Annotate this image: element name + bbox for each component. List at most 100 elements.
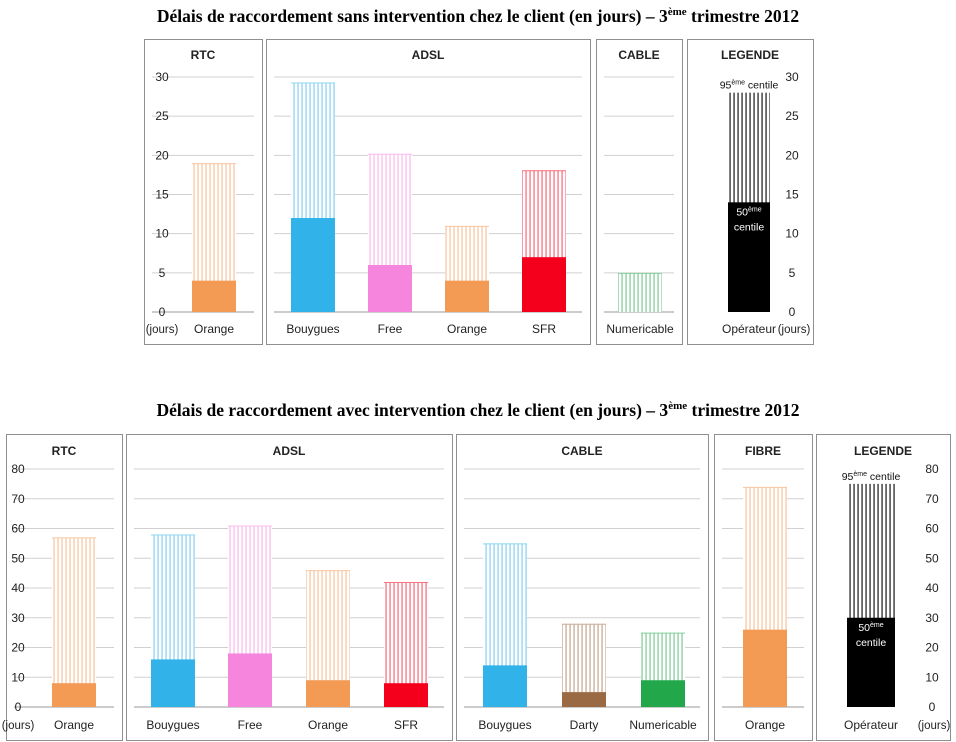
- legend-p95-label: 95ème centile: [842, 471, 901, 483]
- legend-p50-label: 50ème: [858, 622, 883, 634]
- y-tick-left: 70: [11, 492, 25, 506]
- y-tick-right: 60: [925, 522, 939, 536]
- legend-p50-sup: ème: [870, 622, 884, 629]
- y-tick-right: 20: [925, 641, 939, 655]
- chart-title-1: Délais de raccordement sans intervention…: [0, 6, 956, 27]
- chart-title-2: Délais de raccordement avec intervention…: [0, 400, 956, 421]
- y-tick-left: 30: [11, 611, 25, 625]
- legend-bar-p50: [728, 202, 770, 312]
- bar-p50-rtc-orange: [192, 280, 236, 312]
- panel-title-rtc: RTC: [191, 48, 216, 62]
- x-label-fibre-orange: Orange: [745, 718, 785, 732]
- bar-p50-cable-darty: [562, 692, 606, 707]
- y-tick-left: 20: [155, 148, 169, 162]
- x-label-adsl-bouygues: Bouygues: [286, 322, 339, 336]
- y-tick-right: 5: [789, 266, 796, 280]
- y-tick-right: 10: [785, 227, 799, 241]
- y-unit-left: (jours): [2, 720, 35, 732]
- bar-p50-adsl-orange: [306, 680, 350, 707]
- bar-p50-cable-bouygues: [483, 665, 527, 707]
- y-tick-left: 80: [11, 462, 25, 476]
- bar-p50-adsl-sfr: [384, 683, 428, 707]
- chart-1: RTC Orange ADSL Bouygues Free Orange SFR CABLE N…: [144, 39, 814, 345]
- x-label-rtc-orange: Orange: [54, 718, 94, 732]
- y-tick-right: 30: [925, 611, 939, 625]
- legend-p95-num: 95: [842, 471, 854, 483]
- panel-title-legende: LEGENDE: [854, 444, 912, 458]
- legend-p95-sup: ème: [731, 80, 745, 87]
- panel-title-rtc: RTC: [52, 444, 77, 458]
- bar-p50-adsl-free: [228, 653, 272, 707]
- y-tick-right: 15: [785, 188, 799, 202]
- y-tick-right: 80: [925, 462, 939, 476]
- y-tick-left: 10: [11, 670, 25, 684]
- chart-title-1-end: trimestre 2012: [686, 6, 800, 26]
- bar-p50-adsl-free: [368, 265, 412, 312]
- y-tick-left: 30: [155, 70, 169, 84]
- bar-p50-adsl-bouygues: [151, 659, 195, 707]
- y-tick-right: 30: [785, 70, 799, 84]
- bar-p50-rtc-orange: [52, 683, 96, 707]
- x-label-legende-operateur: Opérateur: [844, 718, 898, 732]
- y-tick-left: 15: [155, 188, 169, 202]
- y-tick-right: 70: [925, 492, 939, 506]
- y-tick-right: 10: [925, 670, 939, 684]
- x-label-cable-bouygues: Bouygues: [478, 718, 531, 732]
- panel-title-adsl: ADSL: [412, 48, 445, 62]
- panel-title-fibre: FIBRE: [745, 444, 781, 458]
- chart-title-2-sup: ème: [668, 400, 688, 412]
- y-tick-right: 40: [925, 581, 939, 595]
- y-tick-left: 5: [159, 266, 166, 280]
- legend-p95-num: 95: [720, 80, 732, 92]
- chart-2: RTC Orange ADSL Bouygues Free Orange SFR CABLE B…: [2, 434, 951, 741]
- y-tick-left: 20: [11, 641, 25, 655]
- y-tick-right: 20: [785, 148, 799, 162]
- y-tick-left: 10: [155, 227, 169, 241]
- legend-p95-sup: ème: [853, 471, 867, 478]
- legend-p50-word: centile: [734, 221, 765, 233]
- x-label-cable-numericable: Numericable: [606, 322, 674, 336]
- y-tick-right: 25: [785, 109, 799, 123]
- y-tick-left: 0: [159, 305, 166, 319]
- y-tick-left: 25: [155, 109, 169, 123]
- panel-title-legende: LEGENDE: [721, 48, 779, 62]
- x-label-cable-darty: Darty: [570, 718, 599, 732]
- x-label-adsl-bouygues: Bouygues: [146, 718, 199, 732]
- x-label-adsl-free: Free: [238, 718, 263, 732]
- bar-p95-rtc-orange: [52, 537, 96, 707]
- legend-p95-word: centile: [867, 471, 900, 483]
- panel-title-cable: CABLE: [561, 444, 602, 458]
- bar-p50-cable-numericable: [641, 680, 685, 707]
- bar-p95-cable-numericable: [618, 272, 662, 312]
- bar-p50-adsl-orange: [445, 280, 489, 312]
- y-tick-right: 50: [925, 551, 939, 565]
- y-unit-left: (jours): [146, 324, 179, 336]
- x-label-adsl-sfr: SFR: [394, 718, 418, 732]
- y-tick-right: 0: [789, 305, 796, 319]
- legend-p50-word: centile: [856, 637, 887, 649]
- bar-p50-fibre-orange: [743, 629, 787, 707]
- x-label-rtc-orange: Orange: [194, 322, 234, 336]
- y-unit-right: (jours): [778, 324, 811, 336]
- bar-p50-adsl-sfr: [522, 257, 566, 312]
- x-label-cable-numericable: Numericable: [629, 718, 697, 732]
- panel-title-adsl: ADSL: [273, 444, 306, 458]
- bar-p50-adsl-bouygues: [291, 218, 335, 312]
- y-tick-left: 60: [11, 522, 25, 536]
- panel-title-cable: CABLE: [618, 48, 659, 62]
- chart-title-2-end: trimestre 2012: [687, 400, 800, 420]
- chart-title-2-main: Délais de raccordement avec intervention…: [156, 400, 669, 420]
- y-tick-left: 0: [15, 700, 22, 714]
- x-label-legende-operateur: Opérateur: [722, 322, 776, 336]
- y-tick-left: 40: [11, 581, 25, 595]
- legend-p95-label: 95ème centile: [720, 80, 779, 92]
- y-unit-right: (jours): [918, 720, 951, 732]
- legend-p50-sup: ème: [748, 206, 762, 213]
- x-label-adsl-free: Free: [378, 322, 403, 336]
- x-label-adsl-orange: Orange: [447, 322, 487, 336]
- chart-title-1-sup: ème: [667, 6, 687, 18]
- y-tick-left: 50: [11, 551, 25, 565]
- legend-p50-num: 50: [736, 206, 748, 218]
- legend-p50-num: 50: [858, 622, 870, 634]
- legend-p95-word: centile: [745, 80, 778, 92]
